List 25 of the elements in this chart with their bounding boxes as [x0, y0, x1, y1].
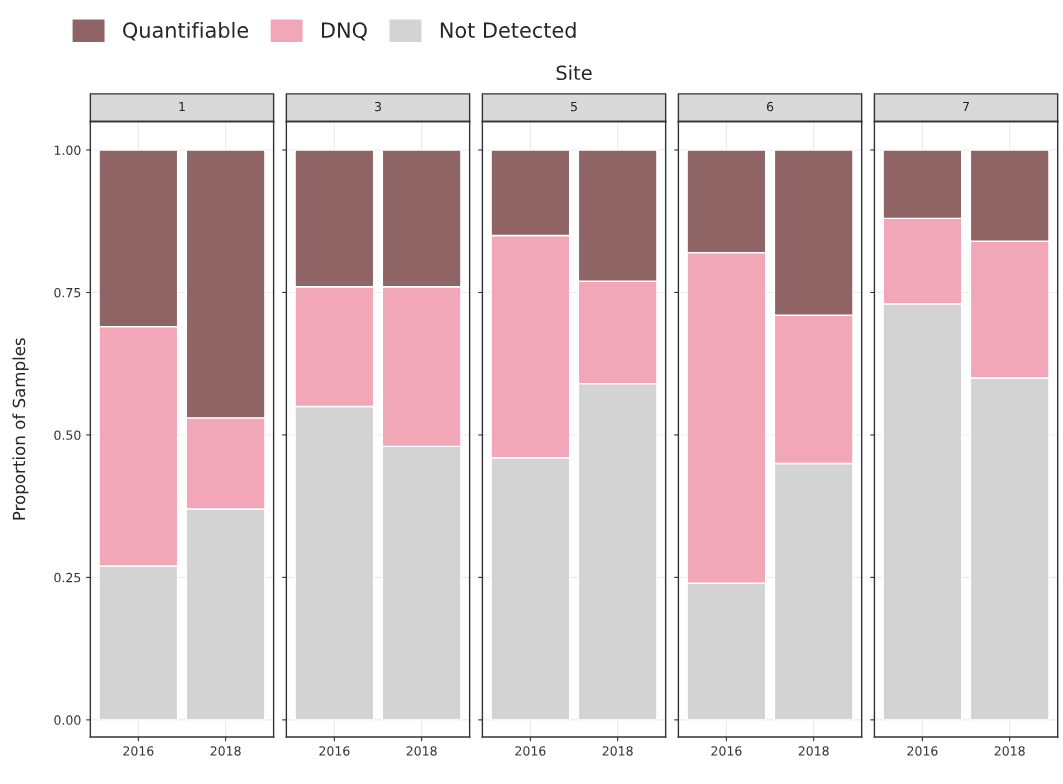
x-tick-label: 2016 — [515, 746, 546, 756]
text: Site — [556, 65, 592, 81]
y-tick-label: 0.50 — [54, 430, 81, 440]
x-tick-label: 2016 — [907, 746, 938, 756]
legend-label: Not Detected — [440, 21, 576, 38]
y-tick-label: 0.75 — [54, 287, 81, 298]
x-tick-label: 2018 — [602, 746, 633, 756]
y-axis-title: Proportion of Samples — [12, 338, 29, 520]
x-tick-label: 2016 — [319, 746, 350, 756]
y-tick-label: 0.25 — [54, 572, 81, 583]
legend-label: Quantifiable — [123, 21, 249, 41]
x-tick-label: 2018 — [798, 746, 829, 756]
x-tick-label: 2016 — [123, 746, 154, 756]
chart-title: 7 — [963, 102, 969, 112]
chart-title: 6 — [766, 101, 774, 112]
y-tick-label: 0.00 — [54, 715, 81, 725]
legend-label: DNQ — [322, 22, 367, 41]
chart-title: 1 — [179, 102, 185, 112]
chart-title: 5 — [571, 102, 577, 112]
x-tick-label: 2018 — [994, 746, 1025, 756]
x-tick-label: 2016 — [711, 746, 742, 756]
chart-title: 3 — [374, 101, 381, 112]
y-tick-label: 1.00 — [54, 145, 81, 155]
x-tick-label: 2018 — [210, 746, 241, 756]
x-tick-label: 2018 — [406, 746, 437, 756]
